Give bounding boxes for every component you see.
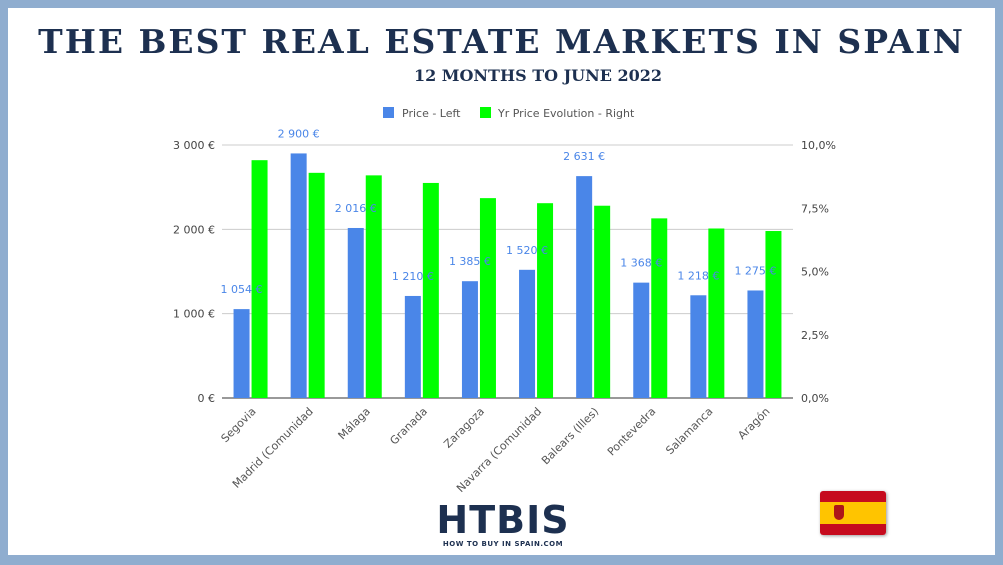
category-label: Zaragoza [441,405,487,451]
legend-swatch-evolution [480,107,491,118]
evolution-bar [594,205,611,398]
price-data-label: 1 218 € [677,269,719,282]
price-data-label: 1 385 € [449,255,491,268]
price-bar [519,269,536,398]
price-bar [461,281,478,398]
price-bar [633,282,650,398]
left-tick-label: 1 000 € [173,308,215,321]
spain-flag-icon [820,491,886,535]
legend-label-evolution: Yr Price Evolution - Right [497,107,635,120]
chart-frame: THE BEST REAL ESTATE MARKETS IN SPAIN 12… [8,8,995,555]
price-bar [690,295,707,398]
category-label: Balears (Illes) [539,405,601,467]
evolution-bar [308,172,325,398]
legend-swatch-price [383,107,394,118]
evolution-bar [708,228,725,398]
category-label: Aragón [735,405,772,442]
price-bar [747,290,764,398]
price-bar [576,176,593,398]
price-data-label: 1 275 € [734,264,776,277]
price-data-label: 2 631 € [563,150,605,163]
htbis-logo: HTBIS HOW TO BUY IN SPAIN.COM [428,500,578,548]
logo-text: HTBIS [436,498,570,542]
right-tick-label: 2,5% [801,329,829,342]
evolution-bar [651,218,668,398]
evolution-bar [537,203,554,398]
evolution-bar [422,182,439,398]
left-tick-label: 3 000 € [173,139,215,152]
price-bar [347,227,364,398]
category-label: Málaga [336,405,373,442]
price-data-label: 1 368 € [620,257,662,270]
combo-bar-chart: 0 € 1 000 € 2 000 € 3 000 € 0,0% 2,5% 5,0% 7,5%… [173,107,836,495]
right-tick-label: 7,5% [801,202,829,215]
evolution-bar [765,231,782,398]
left-tick-label: 0 € [198,392,216,405]
evolution-bar [365,175,382,398]
legend-label-price: Price - Left [402,107,461,120]
evolution-bar [479,198,496,398]
logo-tagline: HOW TO BUY IN SPAIN.COM [442,540,564,548]
right-tick-label: 5,0% [801,266,829,279]
category-label: Segovia [219,405,259,445]
evolution-bar [251,160,268,398]
chart-subtitle: 12 MONTHS TO JUNE 2022 [413,66,663,85]
price-data-label: 2 900 € [278,127,320,140]
category-label: Granada [387,405,430,448]
right-tick-label: 0,0% [801,392,829,405]
left-tick-label: 2 000 € [173,223,215,236]
chart-title: THE BEST REAL ESTATE MARKETS IN SPAIN [38,22,965,61]
price-data-label: 2 016 € [335,202,377,215]
price-data-label: 1 054 € [221,283,263,296]
category-label: Pontevedra [605,405,658,458]
price-data-label: 1 520 € [506,244,548,257]
price-bar [404,295,421,398]
category-label: Salamanca [663,405,715,457]
price-bar [233,309,250,398]
right-tick-label: 10,0% [801,139,836,152]
price-data-label: 1 210 € [392,270,434,283]
price-bar [290,153,307,398]
